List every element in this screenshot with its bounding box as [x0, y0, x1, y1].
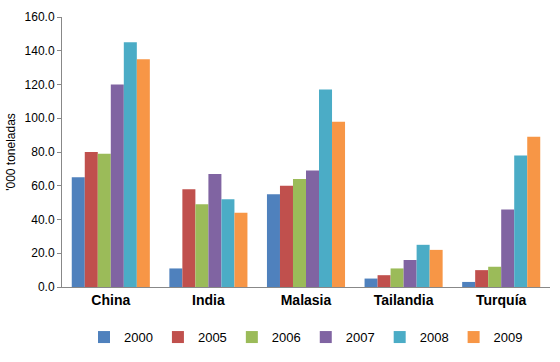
svg-text:20.0: 20.0 [31, 246, 55, 260]
svg-text:80.0: 80.0 [31, 145, 55, 159]
svg-text:2008: 2008 [420, 330, 449, 345]
svg-text:0.0: 0.0 [38, 280, 55, 294]
svg-text:2005: 2005 [198, 330, 227, 345]
svg-text:120.0: 120.0 [25, 78, 55, 92]
svg-text:2009: 2009 [494, 330, 523, 345]
svg-text:2006: 2006 [272, 330, 301, 345]
svg-text:Tailandia: Tailandia [374, 292, 434, 308]
svg-text:60.0: 60.0 [31, 179, 55, 193]
svg-text:40.0: 40.0 [31, 213, 55, 227]
svg-text:100.0: 100.0 [25, 111, 55, 125]
svg-text:2000: 2000 [124, 330, 153, 345]
svg-text:140.0: 140.0 [25, 44, 55, 58]
svg-text:China: China [91, 292, 130, 308]
svg-text:2007: 2007 [346, 330, 375, 345]
svg-text:Malasia: Malasia [281, 292, 332, 308]
svg-text:India: India [192, 292, 225, 308]
svg-text:160.0: 160.0 [25, 10, 55, 24]
svg-text:'000 toneladas: '000 toneladas [4, 113, 18, 191]
svg-text:Turquía: Turquía [476, 292, 527, 308]
